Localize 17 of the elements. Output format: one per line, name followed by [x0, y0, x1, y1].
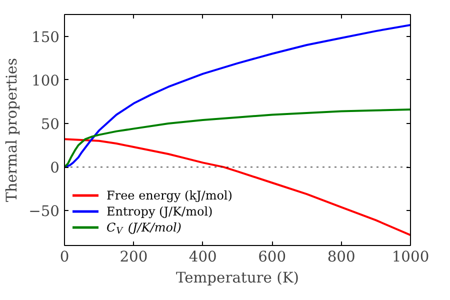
- x-tick-label: 600: [258, 248, 286, 266]
- x-tick-label: 1000: [392, 248, 430, 266]
- x-tick-label: 800: [327, 248, 356, 266]
- y-axis-title: Thermal properties: [4, 58, 21, 202]
- legend-label: Free energy (kJ/mol): [106, 188, 232, 202]
- legend-label: Entropy (J/K/mol): [106, 204, 213, 218]
- y-tick-label: 150: [32, 28, 60, 46]
- x-tick-label: 200: [120, 248, 148, 266]
- line-series: [64, 24, 410, 168]
- y-tick-label: 0: [50, 160, 60, 177]
- y-tick-label: −50: [28, 203, 60, 220]
- line-series: [64, 108, 410, 168]
- y-tick-label: 50: [40, 116, 60, 133]
- x-tick-label: 400: [188, 248, 217, 266]
- y-tick-label: 100: [32, 72, 60, 90]
- line-series: [64, 138, 410, 236]
- x-axis-title: Temperature (K): [176, 270, 300, 286]
